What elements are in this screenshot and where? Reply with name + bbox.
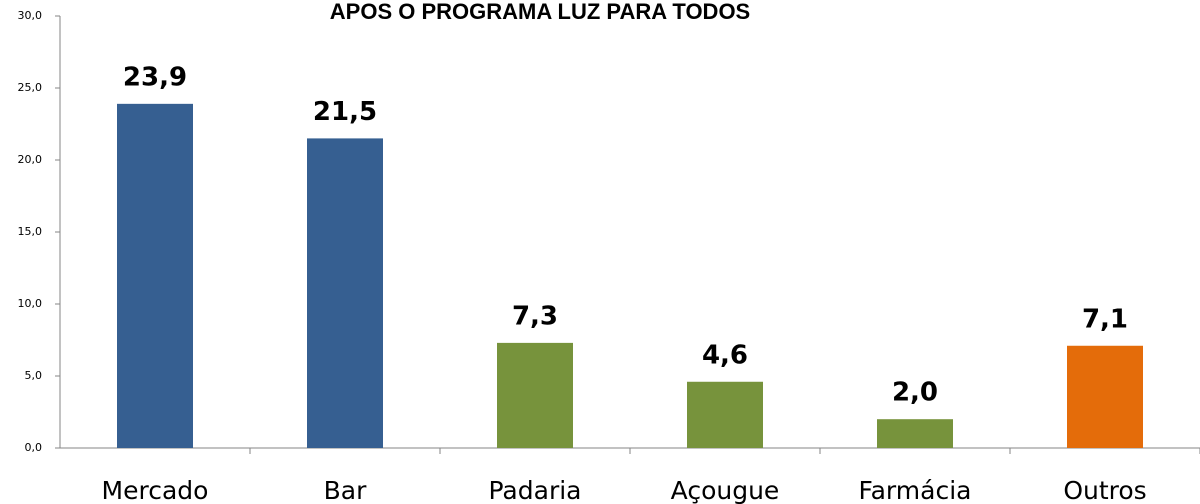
y-tick-label: 20,0 (18, 153, 43, 166)
bar (307, 138, 383, 448)
x-tick-label: Mercado (102, 476, 209, 504)
data-label: 21,5 (313, 97, 377, 127)
bar (877, 419, 953, 448)
x-tick-label: Açougue (671, 476, 780, 504)
data-label: 7,1 (1082, 304, 1128, 334)
y-tick-label: 30,0 (18, 9, 43, 22)
bar (117, 103, 193, 448)
bar (497, 342, 573, 448)
x-tick-label: Outros (1063, 476, 1146, 504)
y-tick-label: 15,0 (18, 225, 43, 238)
bar (687, 381, 763, 448)
x-tick-label: Bar (324, 476, 367, 504)
x-tick-label: Padaria (488, 476, 581, 504)
chart-title: APOS O PROGRAMA LUZ PARA TODOS (330, 0, 750, 24)
y-tick-label: 5,0 (25, 369, 43, 382)
data-label: 4,6 (702, 340, 748, 370)
x-tick-label: Farmácia (859, 476, 972, 504)
data-label: 23,9 (123, 62, 187, 92)
bar (1067, 345, 1143, 448)
data-label: 2,0 (892, 378, 938, 408)
data-label: 7,3 (512, 301, 558, 331)
y-tick-label: 10,0 (18, 297, 43, 310)
y-tick-label: 25,0 (18, 81, 43, 94)
y-tick-label: 0,0 (25, 441, 43, 454)
